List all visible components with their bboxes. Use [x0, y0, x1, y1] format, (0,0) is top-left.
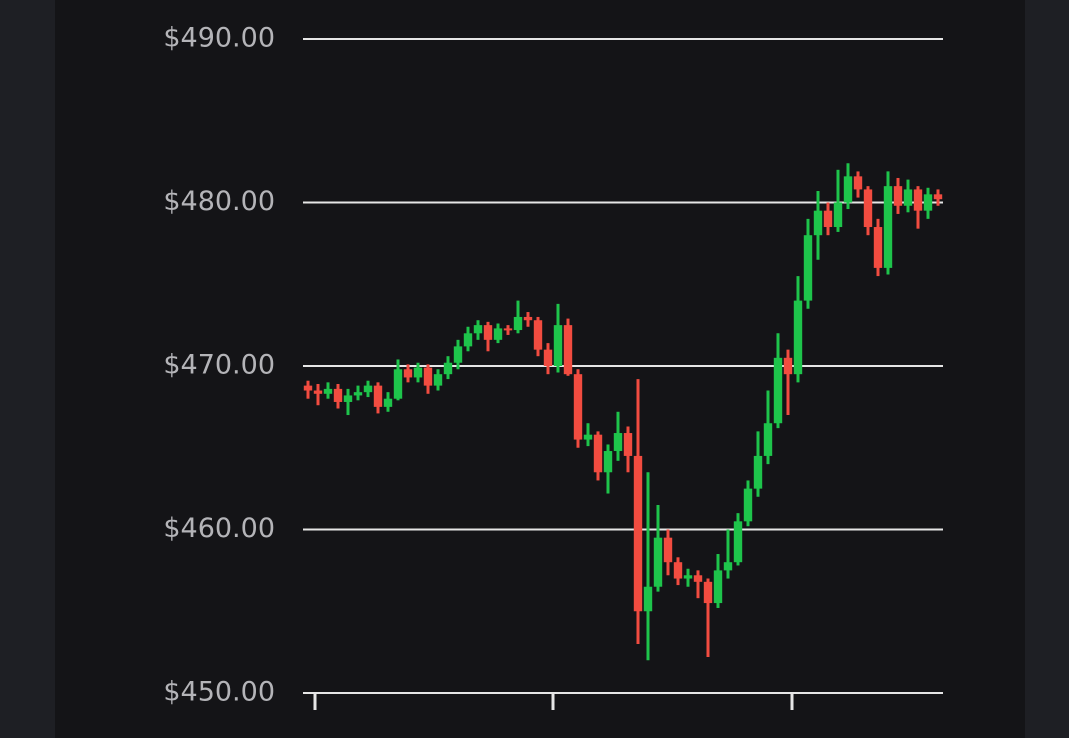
candle-body [353, 392, 363, 396]
candle-body [393, 369, 403, 399]
candle-body [603, 451, 613, 473]
y-tick-label: $470.00 [163, 350, 275, 381]
candle-body [593, 434, 603, 473]
candle-body [923, 194, 933, 211]
candle-body [473, 325, 483, 334]
candle-body [523, 316, 533, 321]
candle-body [333, 388, 343, 402]
candle-body [823, 210, 833, 228]
candle-body [813, 210, 823, 236]
candle-body [383, 398, 393, 407]
candle-body [673, 562, 683, 579]
candle-body [763, 423, 773, 456]
candle-body [853, 176, 863, 190]
y-tick-label: $450.00 [163, 677, 275, 708]
candle-body [873, 227, 883, 268]
candle-body [833, 202, 843, 228]
candle-body [653, 537, 663, 587]
candle-body [663, 537, 673, 563]
candle-body [753, 455, 763, 489]
candle-body [503, 328, 513, 331]
candle-body [423, 367, 433, 386]
candle-body [913, 189, 923, 211]
candle-body [543, 349, 553, 366]
candle-body [883, 186, 893, 268]
candle-body [863, 189, 873, 228]
candle-body [933, 194, 943, 200]
candle-body [563, 325, 573, 375]
candle-body [433, 374, 443, 386]
candle-body [463, 333, 473, 347]
candle-body [483, 325, 493, 340]
y-tick-label: $490.00 [163, 23, 275, 54]
candle-body [413, 367, 423, 378]
candle-body [453, 346, 463, 363]
panel [55, 0, 1025, 738]
candle-body [513, 316, 523, 331]
candle-body [773, 357, 783, 424]
candle-body [643, 586, 653, 612]
candle-body [373, 385, 383, 407]
candle-body [633, 455, 643, 612]
candle-body [583, 434, 593, 440]
candle-body [693, 575, 703, 582]
candle-body [623, 433, 633, 456]
candle-body [793, 300, 803, 375]
candle-body [343, 395, 353, 402]
candle-body [533, 320, 543, 350]
candle-body [613, 433, 623, 452]
candle-body [723, 562, 733, 571]
candle-body [903, 189, 913, 206]
candle-body [743, 488, 753, 522]
candle-body [803, 235, 813, 301]
candle-body [323, 388, 333, 394]
candle-body [783, 357, 793, 375]
candle-body [553, 325, 563, 366]
candle-body [403, 369, 413, 378]
candle-body [893, 186, 903, 206]
candle-body [843, 176, 853, 203]
candle-body [313, 390, 323, 394]
candle-body [713, 570, 723, 604]
candle-body [573, 374, 583, 440]
y-tick-label: $480.00 [163, 186, 275, 217]
candle-body [443, 362, 453, 375]
y-tick-label: $460.00 [163, 513, 275, 544]
candle-body [363, 385, 373, 393]
candle-body [303, 385, 313, 391]
candle-body [493, 328, 503, 340]
candle-body [703, 581, 713, 604]
candle-body [683, 575, 693, 579]
candle-body [733, 521, 743, 563]
